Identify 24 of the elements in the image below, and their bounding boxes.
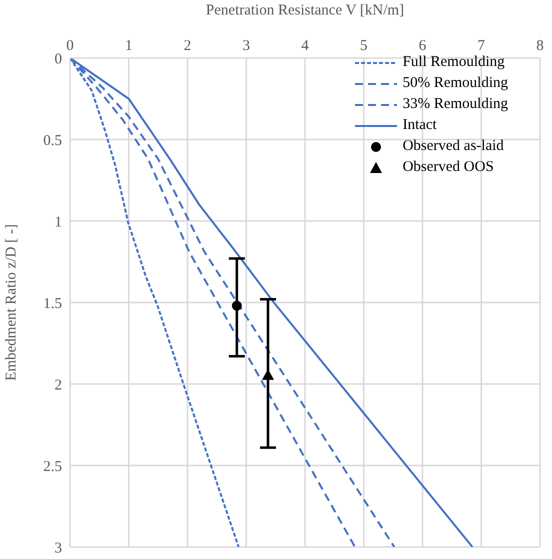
y-tick-label: 3 [54, 540, 62, 556]
legend-label: 50% Remoulding [402, 74, 508, 93]
y-tick-label: 1.5 [43, 296, 62, 312]
y-tick-label: 2.5 [43, 458, 62, 475]
x-tick-label: 4 [301, 38, 310, 54]
legend-label: 33% Remoulding [402, 95, 508, 114]
x-tick-label: 6 [418, 38, 427, 54]
legend-label: Intact [402, 116, 437, 135]
legend-label: Observed OOS [402, 158, 494, 177]
x-tick-label: 2 [184, 38, 192, 54]
x-tick-label: 1 [125, 38, 132, 54]
x-tick-label: 5 [360, 38, 368, 54]
legend-label: Full Remoulding [402, 53, 505, 72]
x-tick-label: 8 [536, 38, 544, 54]
legend-label: Observed as-laid [402, 137, 504, 156]
y-tick-label: 0.5 [43, 132, 62, 149]
y-tick-label: 1 [54, 214, 62, 230]
y-axis-title: Embedment Ratio z/D [ -] [3, 224, 20, 381]
y-tick-label: 0 [54, 51, 62, 68]
x-tick-label: 3 [242, 38, 250, 54]
x-axis-title: Penetration Resistance V [kN/m] [206, 2, 404, 19]
x-tick-label: 7 [478, 38, 486, 54]
y-tick-label: 2 [54, 377, 62, 394]
x-tick-label: 0 [66, 38, 74, 54]
